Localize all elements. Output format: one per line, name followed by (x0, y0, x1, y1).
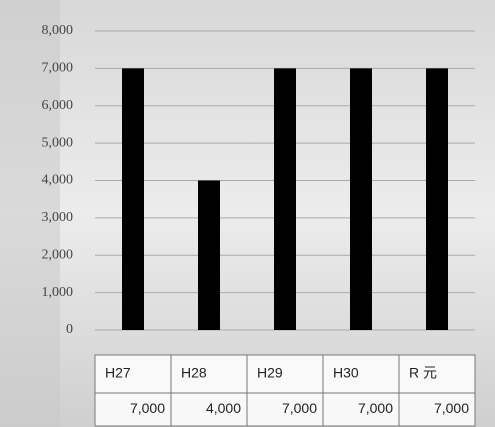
value-label: 4,000 (206, 400, 241, 416)
bar (122, 68, 144, 330)
bar (350, 68, 372, 330)
y-tick-label: 4,000 (42, 173, 74, 188)
bar (426, 68, 448, 330)
category-label: R 元 (409, 365, 437, 381)
y-tick-label: 5,000 (42, 135, 74, 150)
category-label: H29 (257, 365, 283, 381)
value-label: 7,000 (358, 400, 393, 416)
bar (198, 180, 220, 330)
value-label: 7,000 (434, 400, 469, 416)
table-cell (246, 392, 324, 427)
y-tick-label: 6,000 (42, 98, 74, 113)
table-cell (398, 354, 476, 394)
table-cell (170, 354, 248, 394)
category-label: H30 (333, 365, 359, 381)
y-tick-label: 8,000 (42, 23, 74, 38)
category-label: H28 (181, 365, 207, 381)
table-cell (322, 392, 400, 427)
y-tick-label: 2,000 (42, 247, 74, 262)
value-label: 7,000 (130, 400, 165, 416)
y-tick-label: 3,000 (42, 210, 74, 225)
y-tick-label: 7,000 (42, 61, 74, 76)
y-tick-label: 1,000 (42, 285, 74, 300)
table-cell (94, 354, 172, 394)
category-label: H27 (105, 365, 131, 381)
value-label: 7,000 (282, 400, 317, 416)
bar (274, 68, 296, 330)
y-tick-label: 0 (66, 322, 73, 337)
background-shade (0, 0, 60, 427)
table-cell (398, 392, 476, 427)
table-cell (170, 392, 248, 427)
